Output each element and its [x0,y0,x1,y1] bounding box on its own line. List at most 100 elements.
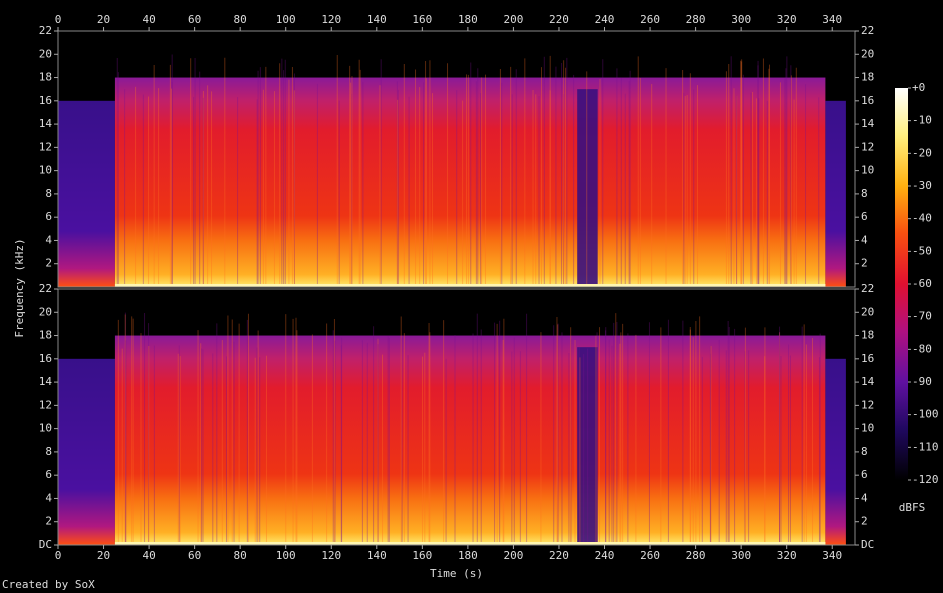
y-tick-label: 12 [39,398,52,411]
y-tick-label: 10 [39,164,52,177]
x-tick-label: 100 [276,13,296,26]
x-tick-label: 300 [731,13,751,26]
y-tick-label-right: 16 [861,94,874,107]
colorbar-tick-label: -30 [912,179,932,192]
x-tick-label: 320 [777,13,797,26]
y-tick-label: 10 [39,422,52,435]
y-tick-label: 22 [39,24,52,37]
x-tick-label: 200 [503,13,523,26]
x-tick-label: 340 [822,13,842,26]
y-tick-label: 8 [45,187,52,200]
colorbar-tick-label: -20 [912,146,932,159]
x-tick-label: 80 [234,549,247,562]
y-tick-label-right: 14 [861,375,875,388]
x-tick-label: 0 [55,13,62,26]
x-tick-label: 200 [503,549,523,562]
x-tick-label: 220 [549,13,569,26]
x-tick-label: 60 [188,549,201,562]
colorbar-tick-label: -70 [912,310,932,323]
y-tick-label: 14 [39,117,53,130]
colorbar-tick-label: -80 [912,342,932,355]
y-tick-label-right: 2 [861,257,868,270]
colorbar-tick-label: -50 [912,244,932,257]
y-tick-label: 4 [45,491,52,504]
dc-line [114,284,826,287]
x-tick-label: 80 [234,13,247,26]
x-tick-label: 160 [412,13,432,26]
y-axis-label: Frequency (kHz) [13,238,26,337]
y-tick-label: DC [39,538,52,551]
y-tick-label-right: 6 [861,468,868,481]
y-tick-label: 2 [45,257,52,270]
y-tick-label-right: 10 [861,422,874,435]
gap [577,89,598,287]
x-tick-label: 160 [412,549,432,562]
x-tick-label: 300 [731,549,751,562]
x-tick-label: 100 [276,549,296,562]
x-tick-label: 60 [188,13,201,26]
y-tick-label: 16 [39,94,52,107]
x-axis-label: Time (s) [430,567,483,580]
y-tick-label-right: 8 [861,187,868,200]
y-tick-label-right: 14 [861,117,875,130]
x-tick-label: 140 [367,549,387,562]
colorbar-tick-label: -40 [912,212,932,225]
x-tick-label: 280 [686,13,706,26]
y-tick-label: 6 [45,468,52,481]
x-tick-label: 320 [777,549,797,562]
y-tick-label: 18 [39,329,52,342]
dc-line [114,542,826,545]
y-tick-label-right: 18 [861,329,874,342]
y-tick-label: 4 [45,233,52,246]
y-tick-label-right: 16 [861,352,874,365]
colorbar [895,88,908,480]
plot-frame [57,30,856,288]
body [114,77,826,287]
y-tick-label-right: 22 [861,24,874,37]
y-tick-label-right: 18 [861,71,874,84]
y-tick-label-right: DC [861,538,874,551]
y-tick-label: 2 [45,515,52,528]
colorbar-tick-label: -90 [912,375,932,388]
x-tick-label: 260 [640,549,660,562]
y-tick-label-right: 22 [861,282,874,295]
y-tick-label-right: 4 [861,491,868,504]
y-tick-label-right: 20 [861,47,874,60]
x-tick-label: 180 [458,13,478,26]
y-tick-label: 14 [39,375,53,388]
x-tick-label: 180 [458,549,478,562]
x-tick-label: 20 [97,549,110,562]
x-tick-label: 340 [822,549,842,562]
y-tick-label: 8 [45,445,52,458]
x-tick-label: 0 [55,549,62,562]
gap [577,347,598,545]
x-tick-label: 280 [686,549,706,562]
y-tick-label: 22 [39,282,52,295]
x-tick-label: 240 [595,549,615,562]
colorbar-tick-label: -10 [912,114,932,127]
colorbar-tick-label: -120 [912,473,939,486]
y-tick-label: 18 [39,71,52,84]
lead-in [58,100,115,288]
y-tick-label-right: 10 [861,164,874,177]
colorbar-tick-label: -60 [912,277,932,290]
x-tick-label: 40 [142,13,155,26]
footer: Created by SoX [2,578,95,591]
colorbar-tick-label: -110 [912,440,939,453]
y-tick-label-right: 8 [861,445,868,458]
x-tick-label: 220 [549,549,569,562]
y-tick-label-right: 12 [861,398,874,411]
colorbar-tick-label: +0 [912,81,925,94]
x-tick-label: 120 [321,549,341,562]
x-tick-label: 120 [321,13,341,26]
y-tick-label: 6 [45,210,52,223]
y-tick-label-right: 2 [861,515,868,528]
x-tick-label: 140 [367,13,387,26]
y-tick-label-right: 4 [861,233,868,246]
y-tick-label: 16 [39,352,52,365]
lead-in [58,358,115,545]
fade-out [825,100,846,288]
fade-out [825,358,846,545]
y-tick-label: 20 [39,305,52,318]
